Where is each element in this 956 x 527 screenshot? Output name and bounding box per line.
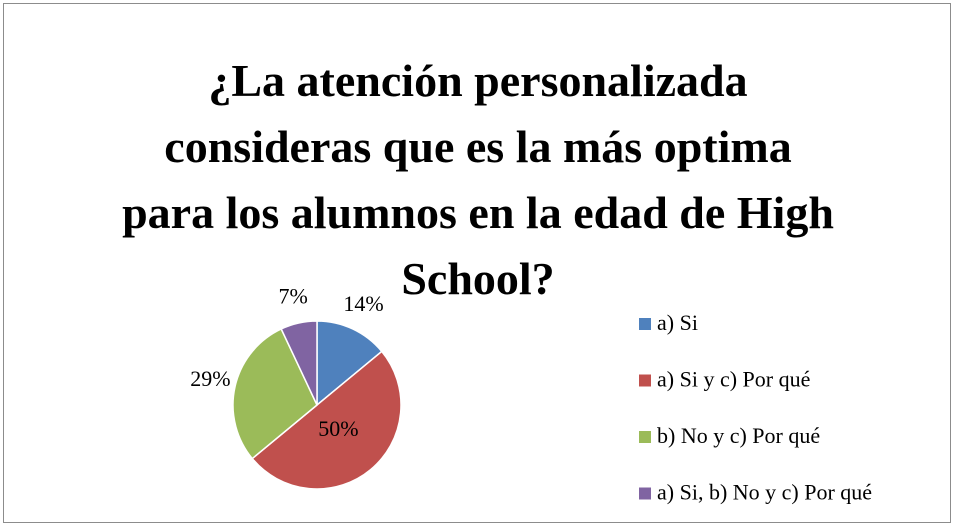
legend-swatch	[639, 487, 651, 500]
pie-slice	[251, 350, 402, 490]
data-label: 7%	[279, 283, 308, 308]
pie-slice	[316, 320, 383, 407]
legend-swatch	[639, 431, 651, 443]
pie-slice	[280, 320, 318, 406]
data-label: 29%	[190, 366, 230, 391]
data-label: 50%	[318, 416, 358, 441]
legend-label: a) Si, b) No y c) Por qué	[657, 480, 872, 505]
legend-label: a) Si y c) Por qué	[657, 367, 810, 392]
chart-frame	[3, 3, 951, 523]
legend-label: b) No y c) Por qué	[657, 423, 820, 448]
legend-swatch	[639, 374, 651, 387]
chart-title: ¿La atención personalizada consideras qu…	[122, 55, 834, 304]
data-label: 14%	[343, 291, 383, 316]
legend-swatch	[639, 318, 651, 330]
legend-label: a) Si	[657, 310, 698, 335]
